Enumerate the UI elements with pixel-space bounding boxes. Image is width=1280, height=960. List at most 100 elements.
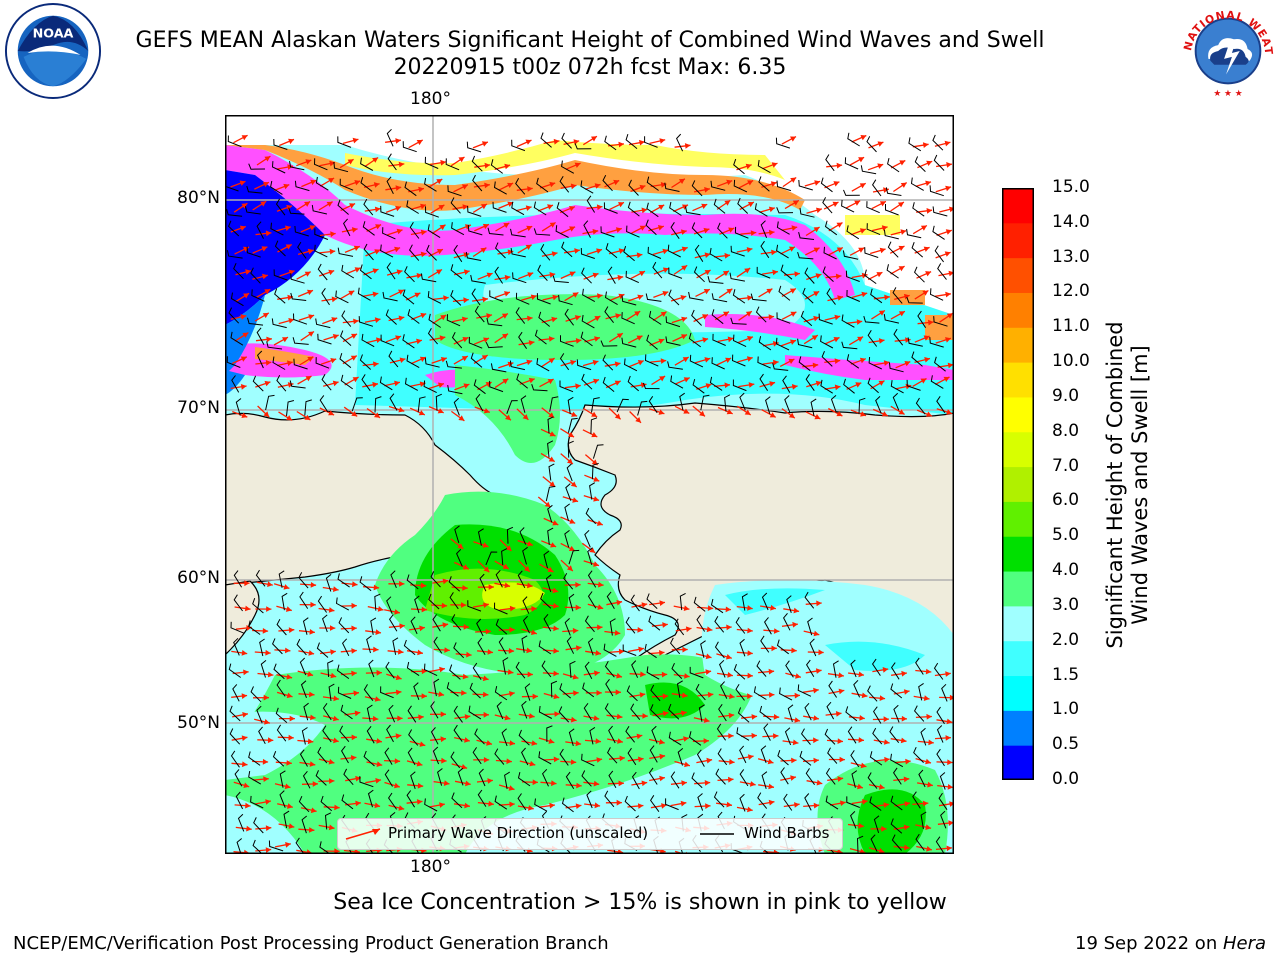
colorbar-tick-label: 13.0 (1052, 246, 1090, 267)
wind-barb (693, 266, 705, 283)
wind-barb (920, 811, 927, 829)
wave-arrowhead (262, 312, 269, 319)
wave-arrowhead (593, 378, 599, 385)
wind-barb (732, 334, 747, 348)
wave-arrowhead (773, 733, 779, 739)
wave-arrowhead (304, 414, 311, 420)
wave-arrowhead (332, 380, 339, 387)
wind-barb (360, 157, 374, 171)
wind-barb (256, 221, 264, 239)
wave-arrowhead (593, 496, 600, 502)
wind-barb (665, 336, 681, 346)
wind-barb (820, 335, 834, 349)
wave-arrowhead (441, 602, 448, 609)
wave-arrowhead (507, 182, 514, 188)
wave-arrowhead (727, 336, 734, 343)
wave-arrowhead (569, 271, 576, 277)
wind-barb (226, 250, 243, 259)
wave-arrowhead (501, 313, 508, 319)
wave-arrowhead (353, 245, 360, 251)
wind-barb (322, 725, 332, 743)
wind-barb (389, 393, 398, 411)
wind-barb (712, 333, 726, 346)
lat-label-50: 50°N (177, 713, 220, 733)
wind-barb (501, 728, 508, 747)
wave-arrowhead (267, 737, 274, 744)
wind-barb (691, 772, 703, 789)
wind-barb (506, 526, 514, 544)
wind-barb (382, 291, 398, 302)
wave-arrowhead (947, 784, 954, 790)
wave-arrowhead (925, 758, 931, 765)
wind-barb (379, 376, 393, 391)
wind-barb (432, 614, 441, 632)
wave-arrowhead (685, 626, 692, 633)
wave-arrowhead (683, 408, 690, 414)
wave-arrowhead (353, 690, 359, 697)
wind-barb (820, 177, 833, 193)
wave-arrowhead (794, 692, 800, 699)
wind-barb (430, 701, 439, 719)
wind-barb (549, 396, 559, 412)
wave-arrowhead (591, 411, 598, 417)
wind-barb (737, 707, 750, 723)
wind-barb (761, 592, 769, 611)
wave-arrowhead (614, 630, 621, 636)
wave-arrowhead (395, 205, 402, 212)
wind-barb (780, 264, 793, 280)
wind-barb (933, 316, 948, 327)
wind-barb (476, 618, 484, 637)
wave-arrowhead (658, 204, 665, 210)
wind-barb (322, 703, 332, 721)
wind-barb (550, 680, 558, 698)
wave-arrowhead (768, 206, 775, 213)
wind-barb-legend-icon (700, 833, 734, 835)
wind-barb (543, 613, 552, 632)
wave-arrowhead (267, 671, 274, 678)
wave-arrowhead (747, 605, 753, 611)
wave-arrowhead (773, 714, 780, 720)
colorbar-tick-label: 3.0 (1052, 594, 1080, 615)
wave-arrowhead (505, 545, 512, 551)
wind-barb (271, 161, 286, 174)
wind-barb (320, 795, 333, 812)
wind-barb (335, 597, 350, 611)
wave-arrowhead (351, 734, 357, 741)
wind-barb (256, 327, 265, 345)
wave-arrowhead (593, 476, 600, 482)
colorbar-tick-label: 5.0 (1052, 525, 1080, 546)
wind-barb (732, 379, 747, 392)
wave-arrowhead (532, 693, 538, 700)
wind-barb (386, 176, 394, 195)
wave-arrowhead (833, 181, 840, 187)
wind-barb (700, 640, 706, 658)
wind-barb (733, 179, 748, 193)
wave-arrowhead (483, 711, 489, 718)
wind-barb (293, 313, 308, 325)
wind-barb (408, 244, 420, 261)
wave-arrowhead (483, 602, 489, 608)
wind-barb (265, 394, 275, 411)
wave-arrowhead (241, 203, 248, 209)
wave-arrowhead (394, 782, 400, 789)
wave-arrowhead (507, 249, 514, 256)
wave-arrowhead (768, 314, 775, 320)
wave-arrowhead (834, 358, 841, 364)
wind-barb (406, 574, 419, 590)
wave-arrowhead (769, 412, 776, 418)
wind-barb (534, 329, 547, 345)
wave-arrowhead (791, 384, 798, 390)
wave-arrowhead (266, 336, 272, 343)
wave-arrowhead (744, 409, 751, 415)
wind-barb (361, 374, 371, 392)
wave-arrowhead (928, 739, 934, 746)
wind-barb (359, 576, 372, 592)
wave-arrowhead (946, 718, 953, 725)
wind-barb (301, 815, 308, 834)
wave-arrowhead (551, 316, 558, 323)
wave-arrowhead (262, 181, 269, 188)
wave-arrowhead (745, 163, 752, 170)
wave-arrowhead (347, 159, 354, 165)
wind-barb (676, 680, 683, 698)
wave-arrowhead (486, 740, 492, 746)
